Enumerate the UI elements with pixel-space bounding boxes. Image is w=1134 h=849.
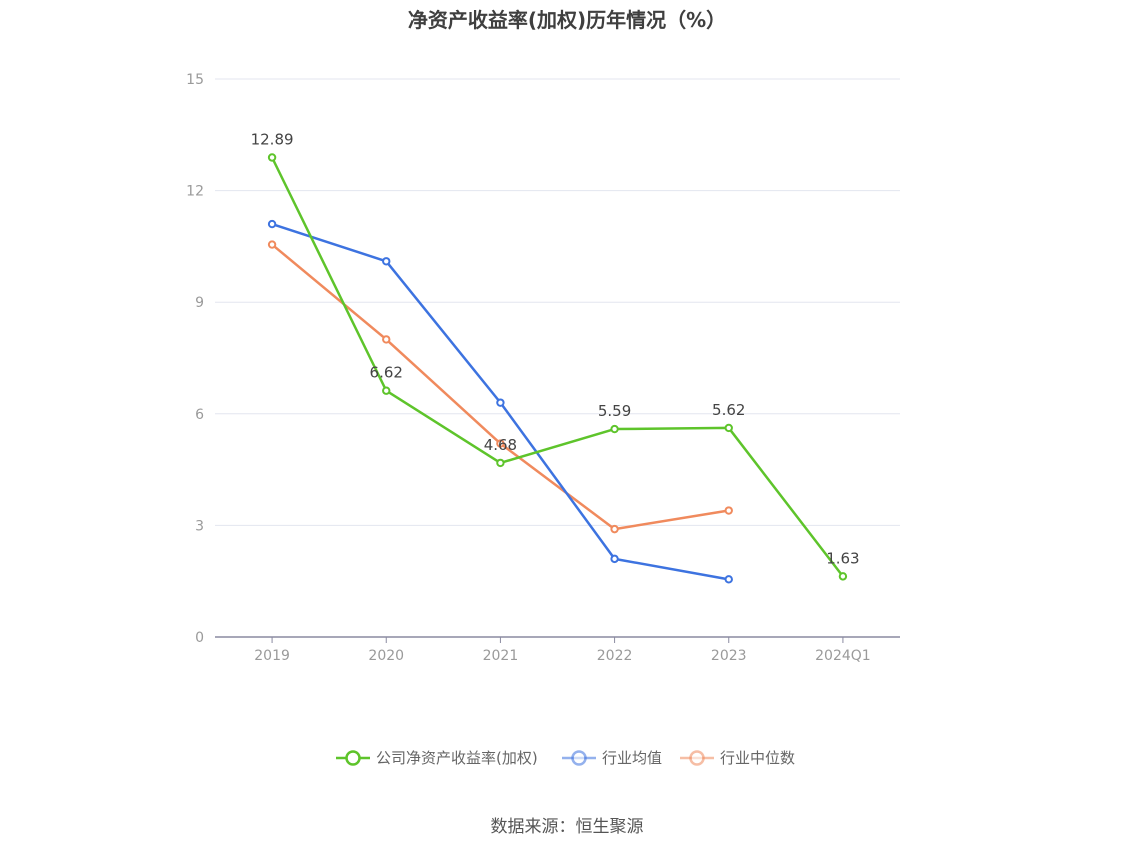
data-label: 1.63: [826, 549, 859, 567]
legend[interactable]: 公司净资产收益率(加权) 行业均值 行业中位数: [336, 749, 795, 767]
data-point[interactable]: [496, 439, 505, 448]
data-point[interactable]: [382, 257, 391, 266]
data-point[interactable]: [382, 335, 391, 344]
legend-marker: [345, 750, 361, 766]
legend-label: 公司净资产收益率(加权): [376, 749, 538, 767]
y-tick-label: 0: [195, 630, 204, 646]
data-label: 5.59: [598, 402, 631, 420]
data-label: 12.89: [251, 130, 294, 148]
x-tick-label: 2019: [254, 648, 290, 664]
series-line: [271, 243, 729, 531]
data-point[interactable]: [382, 386, 391, 395]
data-label: 6.62: [370, 364, 403, 382]
x-tick-label: 2020: [368, 648, 404, 664]
legend-marker: [689, 750, 705, 766]
data-point[interactable]: [496, 398, 505, 407]
data-point[interactable]: [724, 423, 733, 433]
data-point[interactable]: [267, 219, 277, 229]
data-point[interactable]: [267, 153, 277, 162]
legend-item[interactable]: 公司净资产收益率(加权): [336, 749, 538, 767]
x-tick-label: 2023: [711, 648, 747, 664]
data-point[interactable]: [496, 458, 505, 468]
data-label: 5.62: [712, 401, 745, 419]
data-point[interactable]: [724, 575, 733, 584]
y-tick-label: 3: [195, 518, 204, 534]
gridlines: [215, 78, 900, 526]
x-tick-label: 2024Q1: [815, 648, 871, 664]
data-point[interactable]: [610, 554, 619, 564]
data-source: 数据来源：恒生聚源: [490, 817, 644, 837]
y-tick-label: 12: [186, 184, 204, 200]
data-point[interactable]: [610, 524, 619, 534]
data-point[interactable]: [267, 240, 277, 249]
data-point[interactable]: [838, 572, 848, 581]
legend-item[interactable]: 行业均值: [562, 749, 662, 767]
axes: 0 3 6 9 12 15 2019 2020 2021 2022 2023 2024Q1: [186, 72, 900, 664]
y-tick-label: 15: [186, 72, 204, 88]
series-group: [267, 153, 848, 584]
data-point[interactable]: [610, 424, 619, 434]
legend-label: 行业均值: [602, 749, 662, 767]
data-label: 4.68: [484, 436, 517, 454]
data-point[interactable]: [724, 506, 733, 515]
series-line: [270, 156, 844, 578]
y-tick-label: 6: [195, 407, 204, 423]
data-labels: 12.89 6.62 4.68 5.59 5.62 1.63: [251, 130, 860, 567]
x-tick-label: 2021: [483, 648, 519, 664]
y-tick-label: 9: [195, 295, 204, 311]
legend-label: 行业中位数: [720, 749, 795, 767]
legend-item[interactable]: 行业中位数: [680, 749, 795, 767]
chart-title: 净资产收益率(加权)历年情况（%）: [407, 8, 727, 32]
x-tick-label: 2022: [597, 648, 633, 664]
legend-marker: [571, 750, 587, 766]
